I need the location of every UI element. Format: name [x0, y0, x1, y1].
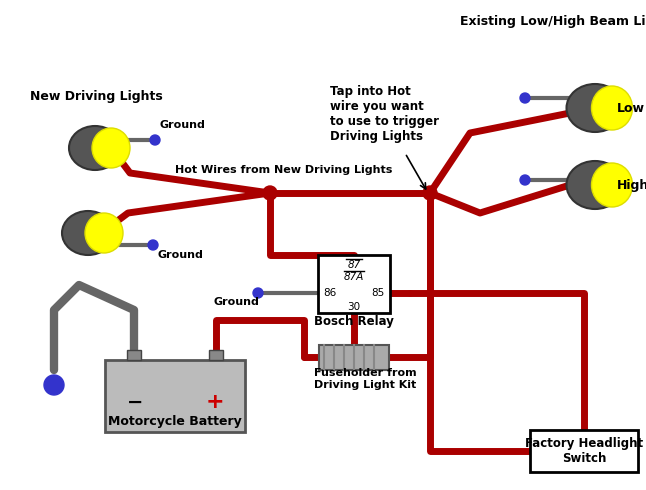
Circle shape: [520, 93, 530, 103]
Text: Ground: Ground: [158, 250, 204, 260]
Text: Hot Wires from New Driving Lights: Hot Wires from New Driving Lights: [175, 165, 392, 175]
Text: High: High: [617, 178, 646, 192]
Bar: [209, 350, 223, 360]
Text: Existing Low/High Beam Lights: Existing Low/High Beam Lights: [460, 15, 646, 28]
Circle shape: [253, 288, 263, 298]
Text: Tap into Hot
wire you want
to use to trigger
Driving Lights: Tap into Hot wire you want to use to tri…: [330, 85, 439, 143]
Bar: [318, 255, 390, 313]
Bar: [530, 430, 638, 472]
Ellipse shape: [592, 163, 632, 207]
Text: −: −: [127, 392, 143, 412]
Ellipse shape: [92, 128, 130, 168]
Text: 85: 85: [371, 288, 384, 298]
Bar: [105, 360, 245, 432]
Circle shape: [44, 375, 64, 395]
Text: Bosch Relay: Bosch Relay: [314, 315, 394, 328]
Text: Ground: Ground: [213, 297, 259, 307]
Ellipse shape: [69, 126, 121, 170]
Text: 86: 86: [324, 288, 337, 298]
Circle shape: [520, 175, 530, 185]
Text: Motorcycle Battery: Motorcycle Battery: [108, 416, 242, 428]
Text: Factory Headlight
Switch: Factory Headlight Switch: [525, 437, 643, 465]
Circle shape: [423, 186, 437, 200]
Text: Ground: Ground: [160, 120, 206, 130]
Text: New Driving Lights: New Driving Lights: [30, 90, 163, 103]
Circle shape: [148, 240, 158, 250]
Text: 87: 87: [348, 260, 360, 270]
Circle shape: [263, 186, 277, 200]
Text: +: +: [205, 392, 224, 412]
Ellipse shape: [85, 213, 123, 253]
Bar: [319, 345, 389, 370]
Text: 87A: 87A: [344, 272, 364, 282]
Circle shape: [150, 135, 160, 145]
Bar: [127, 350, 141, 360]
Text: Low: Low: [617, 101, 645, 115]
Text: Fuseholder from
Driving Light Kit: Fuseholder from Driving Light Kit: [314, 368, 417, 390]
Ellipse shape: [62, 211, 114, 255]
Ellipse shape: [592, 86, 632, 130]
Ellipse shape: [567, 161, 623, 209]
Ellipse shape: [567, 84, 623, 132]
Text: 30: 30: [348, 302, 360, 312]
